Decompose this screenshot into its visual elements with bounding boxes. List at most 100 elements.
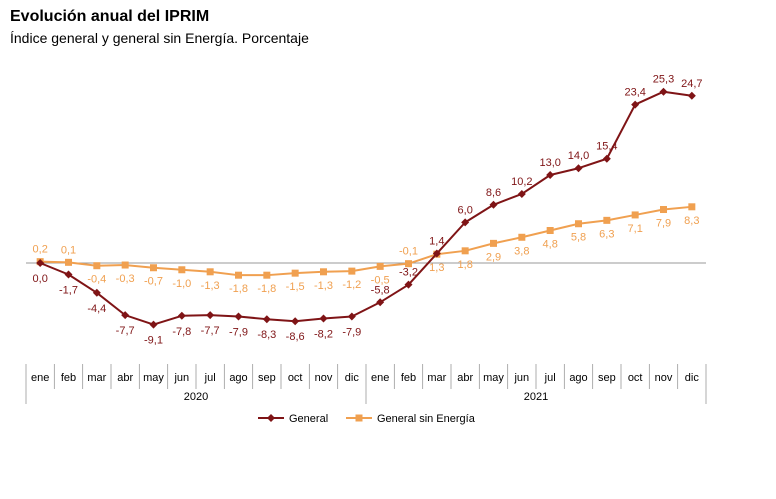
legend-marker-general-sin-energia bbox=[355, 414, 363, 422]
point-general-sin-energia bbox=[348, 267, 356, 275]
point-general-sin-energia bbox=[178, 266, 186, 274]
point-general bbox=[631, 100, 640, 109]
data-label-general-sin-energia: -0,3 bbox=[116, 273, 135, 285]
data-label-general: 23,4 bbox=[624, 87, 645, 99]
data-label-general-sin-energia: 0,2 bbox=[33, 244, 48, 256]
data-label-general-sin-energia: -1,5 bbox=[286, 281, 305, 293]
point-general-sin-energia bbox=[235, 271, 242, 279]
point-general bbox=[432, 249, 441, 258]
point-general bbox=[121, 311, 130, 320]
point-general-sin-energia bbox=[490, 239, 497, 247]
x-tick-label: feb bbox=[61, 372, 76, 384]
data-label-general: -4,4 bbox=[87, 303, 106, 315]
point-general bbox=[687, 91, 696, 100]
data-label-general-sin-energia: 7,1 bbox=[628, 223, 643, 235]
point-general-sin-energia bbox=[660, 206, 667, 214]
x-tick-label: abr bbox=[117, 372, 133, 384]
x-tick-label: ene bbox=[31, 372, 49, 384]
point-general bbox=[149, 320, 158, 329]
data-label-general-sin-energia: 6,3 bbox=[599, 228, 614, 240]
data-label-general: -3,2 bbox=[399, 267, 418, 279]
point-general-sin-energia bbox=[291, 269, 299, 277]
data-label-general-sin-energia: 1,3 bbox=[429, 262, 444, 274]
data-label-general: -7,9 bbox=[342, 326, 361, 338]
series-line-general bbox=[39, 90, 692, 326]
data-label-general-sin-energia: 1,8 bbox=[458, 259, 473, 271]
data-label-general: 6,0 bbox=[458, 204, 473, 216]
data-label-general-sin-energia: 5,8 bbox=[571, 232, 586, 244]
data-label-general-sin-energia: -0,4 bbox=[87, 274, 106, 286]
data-label-general-sin-energia: -1,2 bbox=[342, 279, 361, 291]
data-label-general-sin-energia: 7,9 bbox=[656, 218, 671, 230]
point-general bbox=[602, 154, 611, 163]
x-tick-label: sep bbox=[598, 372, 616, 384]
point-general bbox=[177, 311, 186, 320]
point-general-sin-energia bbox=[206, 268, 214, 276]
point-general bbox=[574, 164, 583, 173]
chart-title: Evolución anual del IPRIM bbox=[10, 8, 210, 25]
point-general-sin-energia bbox=[575, 220, 582, 228]
point-general-sin-energia bbox=[376, 262, 384, 270]
x-tick-label: may bbox=[143, 372, 164, 384]
x-tick-label: dic bbox=[345, 372, 360, 384]
data-label-general-sin-energia: -0,5 bbox=[371, 274, 390, 286]
data-label-general: -7,9 bbox=[229, 326, 248, 338]
x-tick-label: oct bbox=[288, 372, 303, 384]
x-tick-label: may bbox=[483, 372, 504, 384]
point-general-sin-energia bbox=[65, 258, 72, 266]
point-general-sin-energia bbox=[150, 264, 157, 272]
x-tick-label: nov bbox=[315, 372, 333, 384]
point-general bbox=[36, 259, 45, 267]
data-label-general-sin-energia: 2,9 bbox=[486, 251, 501, 263]
data-label-general-sin-energia: -1,8 bbox=[229, 283, 248, 295]
legend-marker-general bbox=[267, 414, 275, 422]
data-label-general: -7,7 bbox=[201, 325, 220, 337]
point-general bbox=[291, 317, 300, 326]
year-label: 2020 bbox=[184, 391, 208, 403]
x-tick-label: jun bbox=[513, 372, 529, 384]
data-label-general: -7,8 bbox=[172, 326, 191, 338]
point-general-sin-energia bbox=[405, 260, 412, 268]
x-tick-label: ene bbox=[371, 372, 389, 384]
x-tick-label: nov bbox=[655, 372, 673, 384]
point-general-sin-energia bbox=[320, 268, 327, 276]
point-general bbox=[206, 311, 215, 320]
point-general bbox=[234, 312, 243, 321]
data-label-general: -8,6 bbox=[286, 331, 305, 343]
x-tick-label: sep bbox=[258, 372, 276, 384]
point-general bbox=[517, 189, 526, 198]
data-label-general: 15,4 bbox=[596, 141, 617, 153]
point-general bbox=[489, 200, 498, 209]
x-tick-label: mar bbox=[427, 372, 446, 384]
x-tick-label: abr bbox=[457, 372, 473, 384]
data-label-general: -1,7 bbox=[59, 285, 78, 297]
point-general-sin-energia bbox=[518, 233, 526, 241]
data-label-general: -7,7 bbox=[116, 325, 135, 337]
data-label-general: 8,6 bbox=[486, 187, 501, 199]
x-tick-label: feb bbox=[401, 372, 416, 384]
data-label-general-sin-energia: -0,1 bbox=[399, 246, 418, 258]
data-label-general-sin-energia: -1,8 bbox=[257, 283, 276, 295]
year-label: 2021 bbox=[524, 391, 548, 403]
data-label-general: 25,3 bbox=[653, 74, 674, 86]
data-label-general: 1,4 bbox=[429, 236, 444, 248]
x-tick-label: ago bbox=[229, 372, 247, 384]
data-label-general-sin-energia: 0,1 bbox=[61, 244, 76, 256]
point-general-sin-energia bbox=[263, 271, 271, 279]
point-general bbox=[376, 298, 385, 307]
data-label-general: 14,0 bbox=[568, 150, 589, 162]
data-label-general: 24,7 bbox=[681, 78, 702, 90]
x-tick-label: jun bbox=[173, 372, 189, 384]
x-tick-label: mar bbox=[87, 372, 106, 384]
data-label-general-sin-energia: 4,8 bbox=[543, 239, 558, 251]
point-general-sin-energia bbox=[121, 261, 129, 269]
point-general bbox=[64, 270, 73, 279]
point-general-sin-energia bbox=[603, 216, 611, 224]
data-label-general: -8,2 bbox=[314, 329, 333, 341]
data-label-general: 10,2 bbox=[511, 176, 532, 188]
data-label-general-sin-energia: -1,3 bbox=[314, 280, 333, 292]
series-line-general-sin-energia bbox=[40, 205, 692, 277]
x-tick-label: jul bbox=[204, 372, 216, 384]
x-tick-label: dic bbox=[685, 372, 700, 384]
